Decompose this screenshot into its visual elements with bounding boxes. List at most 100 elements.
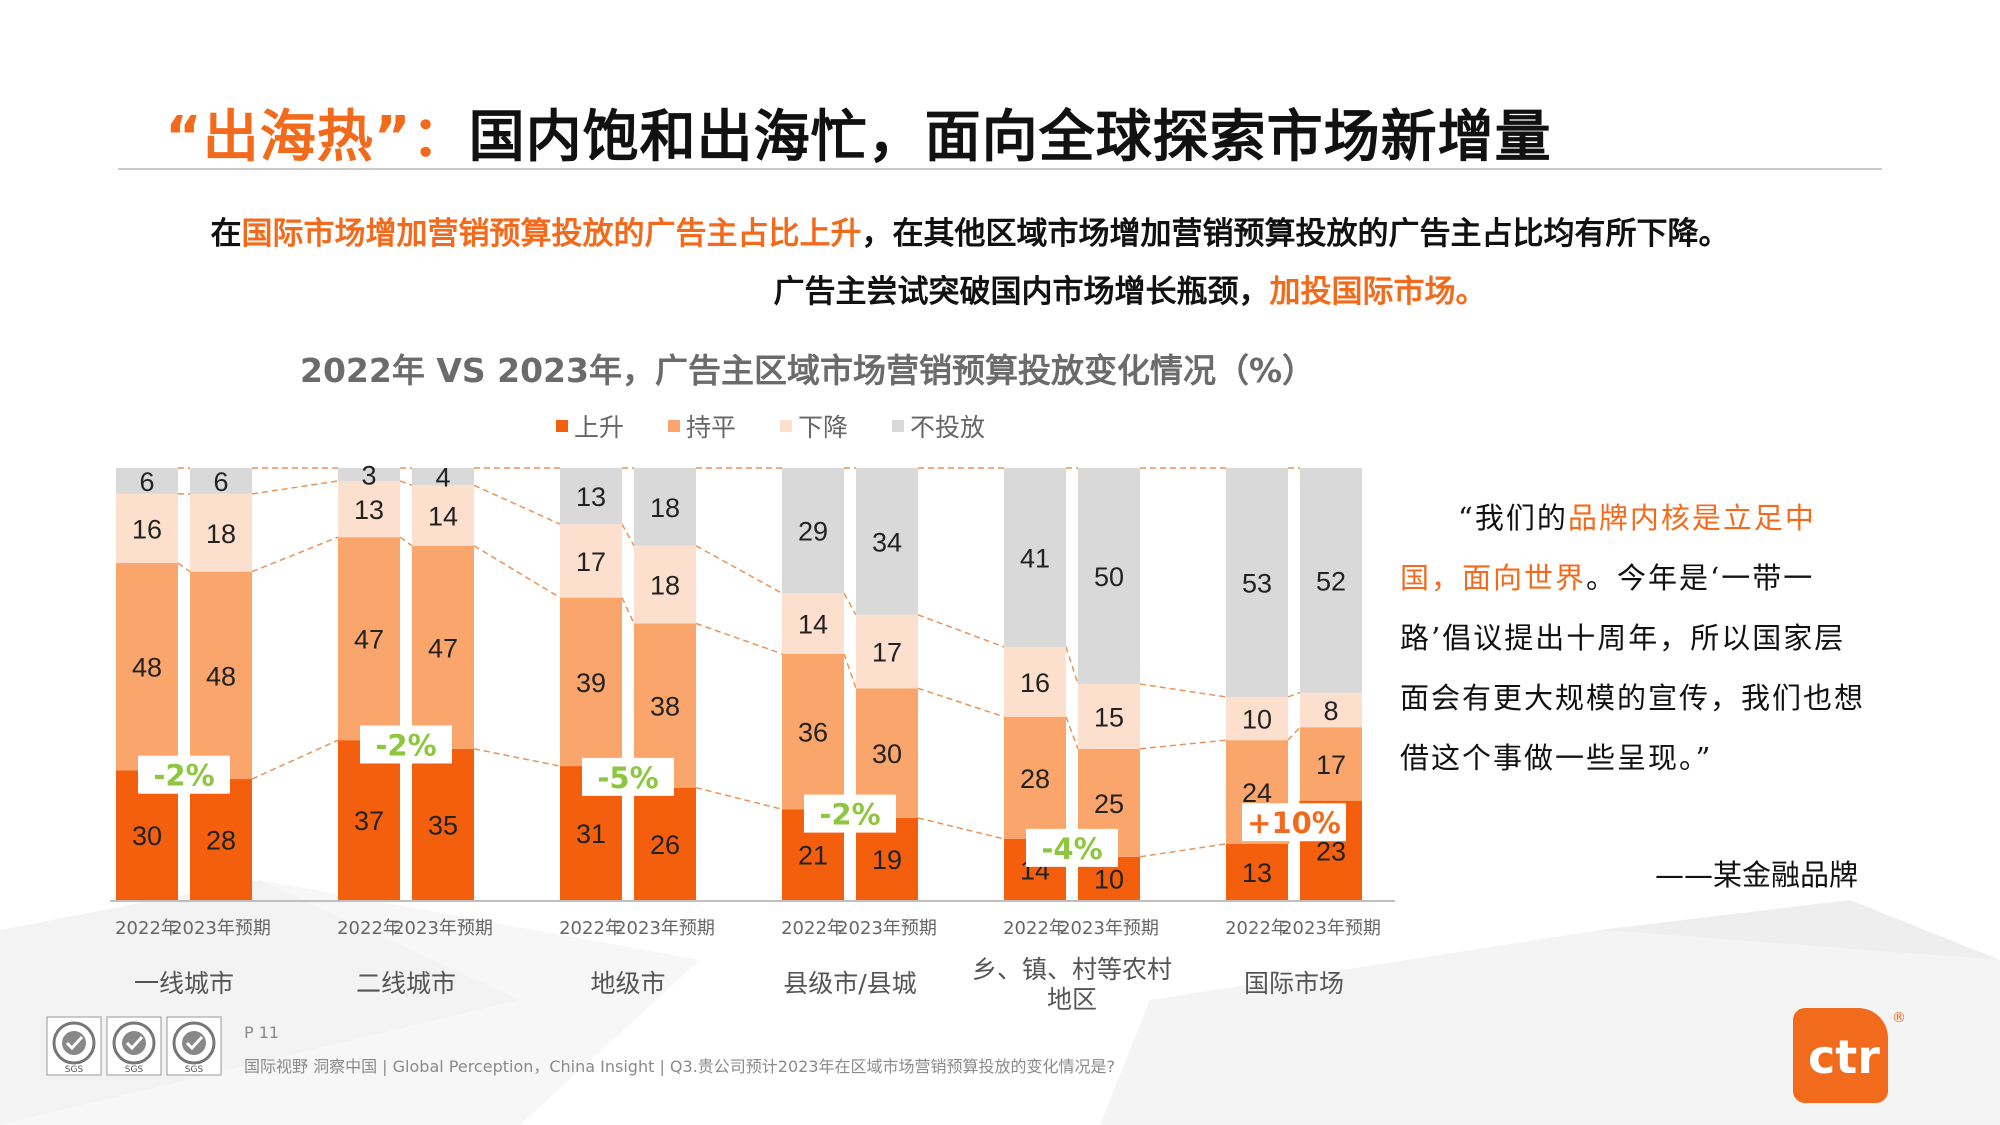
connector-line bbox=[1287, 726, 1301, 741]
data-label: 48 bbox=[132, 653, 162, 683]
data-label: 21 bbox=[798, 841, 828, 871]
bars-layer bbox=[110, 468, 1395, 902]
bar-segment-fall bbox=[782, 593, 844, 654]
bar-segment-fall bbox=[634, 545, 696, 624]
bar-segment-flat bbox=[1300, 727, 1362, 801]
legend-item-fall: 下降 bbox=[780, 408, 848, 444]
ctr-logo-text: ctr bbox=[1808, 1030, 1880, 1084]
data-label: 25 bbox=[1094, 789, 1124, 819]
data-label: 35 bbox=[428, 810, 458, 840]
category-label: 一线城市 bbox=[134, 969, 234, 998]
bar-segment-none bbox=[1226, 468, 1288, 697]
data-label: 34 bbox=[872, 527, 902, 557]
bar-segment-fall bbox=[856, 614, 918, 689]
data-label: 17 bbox=[576, 547, 606, 577]
bar-label: 2022年 bbox=[1225, 918, 1289, 939]
data-label: 23 bbox=[1316, 836, 1346, 866]
bar-label: 2023年预期 bbox=[837, 918, 937, 939]
bar-segment-fall bbox=[1078, 684, 1140, 749]
data-label: 13 bbox=[354, 495, 384, 525]
change-label: -2% bbox=[375, 728, 436, 762]
connector-line bbox=[399, 536, 413, 547]
page-title: “出海热”：国内饱和出海忙，面向全球探索市场新增量 bbox=[165, 92, 1552, 173]
data-label: 28 bbox=[1020, 764, 1050, 794]
connector-line bbox=[473, 545, 561, 599]
quote-open: “我们的 bbox=[1458, 501, 1568, 535]
change-label: -4% bbox=[1041, 832, 1102, 866]
change-label-box bbox=[804, 794, 896, 833]
connector-line bbox=[1065, 716, 1079, 750]
legend-label-flat: 持平 bbox=[686, 413, 737, 442]
connector-line bbox=[1065, 646, 1079, 685]
bar-segment-rise bbox=[338, 740, 400, 900]
legend-item-flat: 持平 bbox=[668, 408, 736, 444]
legend-swatch-rise bbox=[556, 420, 568, 432]
legend-swatch-flat bbox=[668, 420, 681, 432]
bar-segment-rise bbox=[1226, 843, 1288, 900]
data-label: 13 bbox=[576, 482, 606, 512]
quote-rest: 。今年是‘一带一路’倡议提出十周年，所以国家层面会有更大规模的宣传，我们也想借这… bbox=[1400, 561, 1866, 775]
quote-highlight: 品牌内核是立足中国，面向世界 bbox=[1400, 501, 1816, 595]
data-label: 8 bbox=[1323, 696, 1338, 726]
data-label: 18 bbox=[650, 493, 680, 523]
connector-line bbox=[251, 739, 339, 780]
category-label: 地级市 bbox=[590, 969, 665, 998]
connector-line bbox=[399, 480, 413, 486]
data-label: 17 bbox=[872, 638, 902, 668]
data-label: 47 bbox=[428, 633, 458, 663]
subtitle-2-highlight: 加投国际市场。 bbox=[1269, 274, 1487, 310]
bar-label: 2023年预期 bbox=[171, 918, 271, 939]
bar-label: 2022年 bbox=[781, 918, 845, 939]
change-label-box bbox=[138, 755, 230, 794]
data-label: 24 bbox=[1242, 778, 1272, 808]
bar-segment-fall bbox=[1300, 692, 1362, 728]
seal-text: SGS bbox=[125, 1065, 144, 1075]
data-label: 14 bbox=[798, 610, 828, 640]
page-title-accent: “出海热”： bbox=[165, 105, 469, 170]
subtitle-1-pre: 在 bbox=[210, 216, 242, 252]
bar-segment-none bbox=[412, 468, 474, 486]
quote-block: “我们的品牌内核是立足中国，面向世界。今年是‘一带一路’倡议提出十周年，所以国家… bbox=[1400, 488, 1870, 788]
bar-label: 2022年 bbox=[559, 918, 623, 939]
subtitle-1-post: ，在其他区域市场增加营销预算投放的广告主占比均有所下降。 bbox=[861, 216, 1730, 252]
bar-segment-fall bbox=[560, 524, 622, 598]
data-label: 30 bbox=[872, 739, 902, 769]
change-label: +10% bbox=[1247, 806, 1341, 840]
category-label: 县级市/县城 bbox=[783, 969, 916, 998]
change-label: -2% bbox=[153, 759, 214, 793]
bar-segment-fall bbox=[116, 493, 178, 564]
data-label: 10 bbox=[1242, 705, 1272, 735]
data-label: 14 bbox=[428, 502, 458, 532]
legend-swatch-fall bbox=[780, 420, 793, 432]
data-label: 52 bbox=[1316, 566, 1346, 596]
connector-line bbox=[621, 523, 635, 547]
connector-line bbox=[621, 597, 635, 624]
data-label: 38 bbox=[650, 692, 680, 722]
chart-title: 2022年 VS 2023年，广告主区域市场营销预算投放变化情况（%） bbox=[300, 351, 1316, 390]
connector-line bbox=[695, 545, 783, 594]
data-label: 30 bbox=[132, 821, 162, 851]
data-label: 17 bbox=[1316, 750, 1346, 780]
data-label: 4 bbox=[435, 463, 450, 493]
data-label: 18 bbox=[650, 571, 680, 601]
data-label: 16 bbox=[1020, 668, 1050, 698]
bar-segment-flat bbox=[338, 537, 400, 741]
bar-segment-flat bbox=[412, 545, 474, 749]
bar-segment-none bbox=[1004, 468, 1066, 647]
subtitle-1-highlight: 国际市场增加营销预算投放的广告主占比上升 bbox=[241, 216, 862, 252]
connector-line bbox=[473, 484, 561, 525]
connector-line bbox=[917, 614, 1005, 648]
connector-line bbox=[1139, 683, 1227, 698]
bar-segment-none bbox=[1078, 468, 1140, 684]
sgs-seal-icon: SGS bbox=[106, 1016, 162, 1076]
bar-segment-none bbox=[116, 468, 178, 494]
bar-segment-none bbox=[1300, 468, 1362, 693]
data-label: 10 bbox=[1094, 864, 1124, 894]
bar-segment-fall bbox=[1004, 646, 1066, 717]
connector-line bbox=[251, 536, 339, 573]
data-label: 53 bbox=[1242, 568, 1272, 598]
bar-label: 2023年预期 bbox=[615, 918, 715, 939]
bar-label: 2023年预期 bbox=[1281, 918, 1381, 939]
connector-line bbox=[843, 592, 857, 616]
connector-line bbox=[473, 748, 561, 767]
